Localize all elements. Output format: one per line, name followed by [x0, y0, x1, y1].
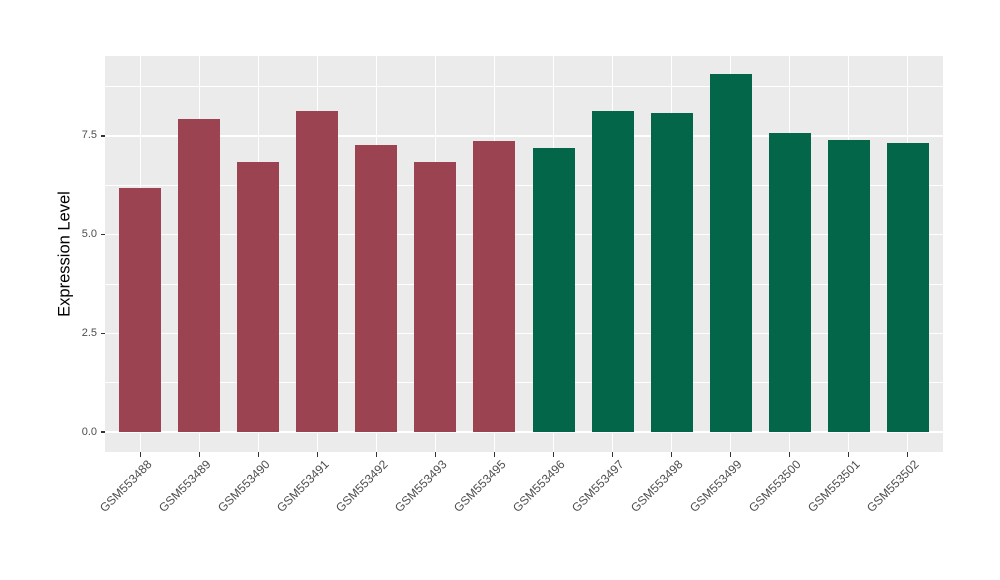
bar-GSM553489 [178, 119, 221, 433]
x-tick-mark [611, 452, 614, 457]
bar-GSM553493 [414, 161, 457, 433]
major-gridline [105, 332, 943, 335]
bar-GSM553499 [709, 73, 752, 433]
minor-gridline [105, 382, 943, 384]
minor-gridline [105, 283, 943, 285]
y-tick-mark [101, 431, 105, 433]
x-tick-label-GSM553493: GSM553493 [392, 457, 450, 515]
bar-GSM553498 [650, 112, 693, 433]
plot-panel [105, 56, 943, 452]
y-tick-label: 5.0 [81, 228, 97, 241]
bar-GSM553496 [532, 148, 575, 433]
x-tick-label-GSM553498: GSM553498 [628, 457, 686, 515]
y-tick-label: 2.5 [81, 326, 97, 339]
x-tick-mark [493, 452, 496, 457]
bar-GSM553502 [886, 142, 929, 433]
bar-GSM553492 [355, 144, 398, 433]
x-tick-label-GSM553499: GSM553499 [687, 457, 745, 515]
x-tick-mark [552, 452, 555, 457]
x-tick-label-GSM553492: GSM553492 [333, 457, 391, 515]
x-tick-mark [788, 452, 791, 457]
y-tick-label: 0.0 [81, 425, 97, 438]
bar-GSM553488 [119, 188, 162, 433]
x-tick-mark [670, 452, 673, 457]
x-tick-mark [375, 452, 378, 457]
y-tick-label: 7.5 [81, 129, 97, 142]
major-gridline [105, 135, 943, 137]
bar-GSM553501 [827, 140, 870, 433]
x-tick-label-GSM553496: GSM553496 [510, 457, 568, 515]
bar-GSM553500 [768, 133, 811, 433]
x-tick-mark [729, 452, 732, 457]
x-tick-mark [257, 452, 260, 457]
y-tick-mark [101, 332, 105, 335]
major-gridline [105, 431, 943, 434]
bar-GSM553497 [591, 110, 634, 433]
x-tick-label-GSM553489: GSM553489 [156, 457, 214, 515]
x-tick-label-GSM553495: GSM553495 [451, 457, 509, 515]
x-tick-label-GSM553488: GSM553488 [97, 457, 155, 515]
major-gridline [105, 233, 943, 236]
x-tick-mark [906, 452, 909, 457]
minor-gridline [105, 184, 943, 186]
x-tick-mark [198, 452, 201, 457]
y-tick-mark [101, 233, 105, 236]
bar-GSM553495 [473, 141, 516, 433]
minor-gridline [105, 86, 943, 87]
y-tick-mark [101, 135, 105, 137]
x-tick-mark [139, 452, 142, 457]
x-tick-label-GSM553497: GSM553497 [569, 457, 627, 515]
x-tick-label-GSM553502: GSM553502 [864, 457, 922, 515]
x-tick-label-GSM553490: GSM553490 [215, 457, 273, 515]
y-axis-title: Expression Level [55, 191, 74, 317]
x-tick-mark [316, 452, 319, 457]
x-tick-label-GSM553501: GSM553501 [805, 457, 863, 515]
x-tick-label-GSM553500: GSM553500 [746, 457, 804, 515]
bar-GSM553491 [296, 110, 339, 433]
x-tick-mark [434, 452, 437, 457]
x-tick-mark [847, 452, 850, 457]
bar-GSM553490 [237, 161, 280, 433]
x-tick-label-GSM553491: GSM553491 [274, 457, 332, 515]
